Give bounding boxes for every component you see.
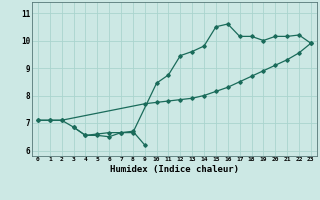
- X-axis label: Humidex (Indice chaleur): Humidex (Indice chaleur): [110, 165, 239, 174]
